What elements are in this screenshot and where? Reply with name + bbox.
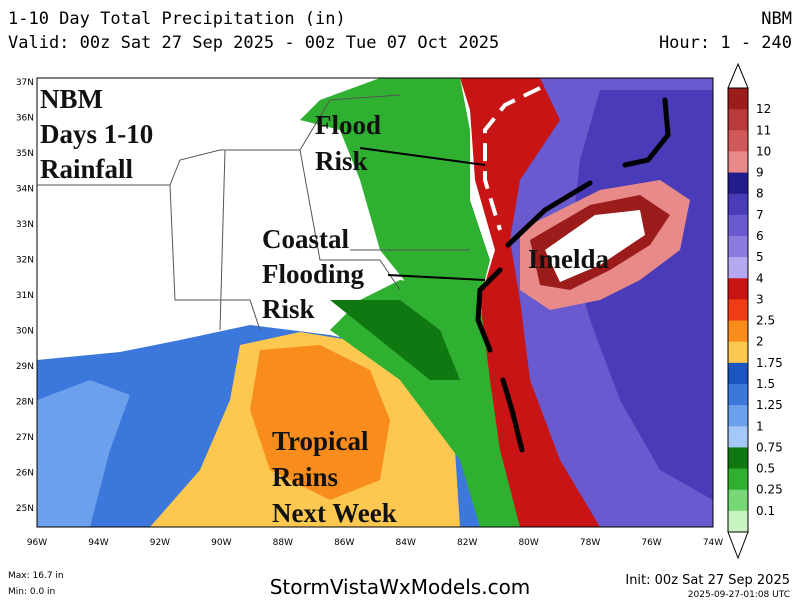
lat-label: 34N: [16, 184, 34, 194]
legend-swatch: [728, 257, 748, 279]
legend-swatch: [728, 426, 748, 448]
legend-swatch: [728, 447, 748, 470]
lat-label: 36N: [16, 113, 34, 123]
stamp: 2025-09-27-01:08 UTC: [688, 590, 790, 600]
legend-swatch: [728, 151, 748, 174]
lat-label: 35N: [16, 149, 34, 159]
annotation: Rainfall: [40, 154, 134, 184]
lon-label: 94W: [88, 538, 108, 548]
legend-swatch: [728, 320, 748, 343]
legend-swatch: [728, 299, 748, 322]
legend-swatch: [728, 510, 748, 533]
legend-label: 3: [756, 292, 764, 306]
lat-label: 28N: [16, 397, 34, 407]
legend-label: 2: [756, 335, 764, 349]
lat-label: 31N: [16, 291, 34, 301]
annotation: Flood: [315, 110, 381, 140]
precip-field: [37, 78, 713, 527]
legend-swatch: [728, 489, 748, 512]
legend-swatch: [728, 172, 748, 195]
map-frame: [36, 77, 714, 528]
lat-label: 29N: [16, 362, 34, 372]
lon-label: 92W: [150, 538, 170, 548]
legend-swatch: [728, 214, 748, 237]
lat-label: 25N: [16, 504, 34, 514]
legend-label: 1: [756, 419, 764, 433]
legend-label: 11: [756, 123, 771, 137]
legend-swatch: [728, 468, 748, 491]
legend-label: 9: [756, 166, 764, 180]
lon-label: 74W: [703, 538, 723, 548]
lon-label: 84W: [396, 538, 416, 548]
legend-swatch: [728, 278, 748, 300]
legend: 12 11 10 9 8 7 6 5 4 3 2.5 2 1.75 1.5 1.25 1 0.75 0.5 0.25…: [727, 62, 783, 560]
legend-swatch: [728, 362, 748, 385]
legend-swatch: [728, 88, 748, 110]
annotation: NBM: [40, 84, 103, 114]
lat-label: 33N: [16, 220, 34, 230]
legend-label: 6: [756, 229, 764, 243]
lat-label: 30N: [16, 326, 34, 336]
title: 1-10 Day Total Precipitation (in): [8, 9, 346, 29]
legend-swatch: [728, 384, 748, 406]
legend-label: 4: [756, 271, 764, 285]
legend-label: 2.5: [756, 314, 775, 328]
annotation: Flooding: [262, 259, 365, 289]
legend-swatch: [728, 193, 748, 216]
legend-swatch: [728, 341, 748, 364]
lon-label: 82W: [457, 538, 477, 548]
lat-label: 37N: [16, 78, 34, 88]
legend-label: 0.75: [756, 440, 783, 454]
lon-label: 76W: [641, 538, 661, 548]
init: Init: 00z Sat 27 Sep 2025: [625, 573, 790, 588]
legend-label: 1.25: [756, 398, 783, 412]
valid: Valid: 00z Sat 27 Sep 2025 - 00z Tue 07 …: [8, 33, 499, 53]
legend-label: 0.25: [756, 483, 783, 497]
legend-swatch: [728, 405, 748, 427]
annotation: Tropical: [272, 426, 369, 456]
annotation: Days 1-10: [40, 119, 153, 149]
hours: Hour: 1 - 240: [659, 33, 792, 53]
legend-label: 0.1: [756, 504, 775, 518]
legend-label: 8: [756, 187, 764, 201]
annotation: Risk: [315, 146, 368, 176]
lat-label: 26N: [16, 468, 34, 478]
annotation: Rains: [272, 462, 338, 492]
lat-label: 27N: [16, 433, 34, 443]
legend-label: 7: [756, 208, 764, 222]
lon-label: 88W: [273, 538, 293, 548]
lon-label: 90W: [211, 538, 231, 548]
annotation: Imelda: [528, 244, 610, 274]
min-value: Min: 0.0 in: [8, 587, 55, 597]
legend-swatch: [728, 236, 748, 258]
legend-label: 5: [756, 250, 764, 264]
lon-label: 80W: [518, 538, 538, 548]
annotation: Risk: [262, 294, 315, 324]
legend-label: 1.5: [756, 377, 775, 391]
legend-label: 10: [756, 144, 771, 158]
lon-label: 86W: [334, 538, 354, 548]
lon-label: 96W: [27, 538, 47, 548]
lon-label: 78W: [580, 538, 600, 548]
site: StormVistaWxModels.com: [270, 575, 531, 599]
max-value: Max: 16.7 in: [8, 571, 64, 581]
annotation: Next Week: [272, 498, 397, 528]
model: NBM: [761, 9, 792, 29]
legend-label: 0.5: [756, 462, 775, 476]
legend-swatch: [728, 109, 748, 131]
legend-swatch: [728, 130, 748, 152]
legend-label: 1.75: [756, 356, 783, 370]
annotation: Coastal: [262, 224, 349, 254]
legend-label: 12: [756, 102, 771, 116]
legend-frame: [727, 87, 749, 533]
lat-label: 32N: [16, 255, 34, 265]
